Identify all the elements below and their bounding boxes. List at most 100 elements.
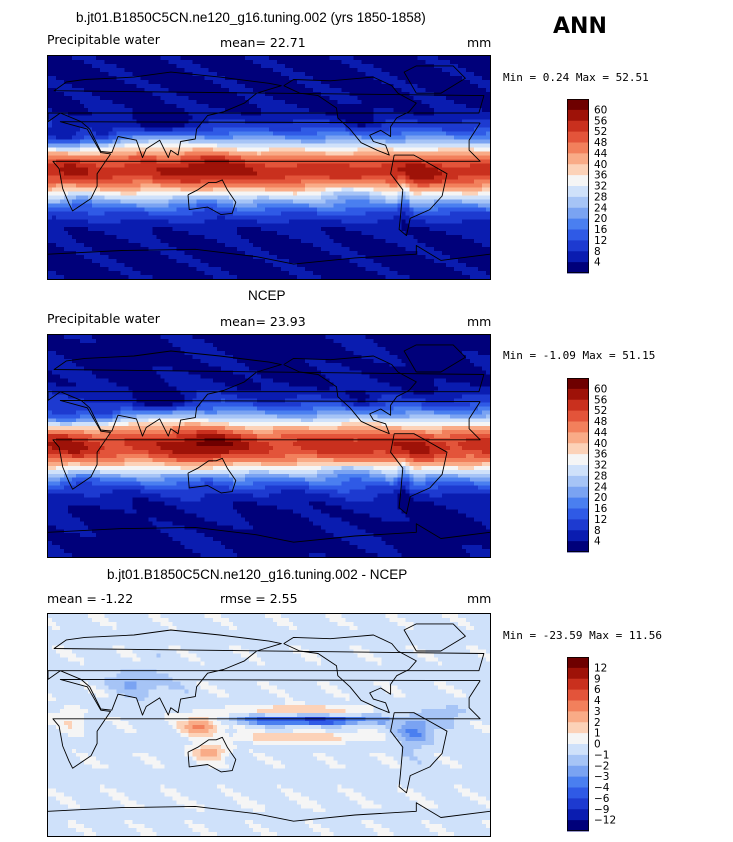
panel-obs-units: mm: [467, 314, 492, 329]
colorbar-swatch: [567, 186, 589, 198]
africa-outline: [52, 399, 481, 490]
africa-outline: [52, 678, 481, 769]
colorbar-swatch: [567, 519, 589, 531]
colorbar-swatch: [567, 657, 589, 669]
colorbar-tick-label: 1: [594, 728, 601, 740]
colorbar-tick-label: 12: [594, 235, 607, 247]
panel-model-map: [47, 55, 491, 280]
colorbar-swatch: [567, 164, 589, 176]
colorbar-swatch: [567, 530, 589, 542]
panel-diff-rmse: rmse = 2.55: [220, 591, 298, 606]
diff-contour-map: [48, 614, 490, 836]
north-america-outline: [283, 76, 417, 156]
europe-asia-outline: [48, 71, 485, 159]
colorbar-swatch: [567, 421, 589, 433]
greenland-outline: [403, 65, 466, 94]
colorbar-swatch: [567, 229, 589, 241]
colorbar-tick-label: 36: [594, 449, 608, 461]
colorbar-swatch: [567, 218, 589, 230]
panel-diff-map: [47, 613, 491, 837]
australia-outline: [187, 179, 237, 216]
panel-model-variable: Precipitable water: [47, 32, 160, 47]
panel-obs-minmax: Min = -1.09 Max = 51.15: [503, 349, 656, 362]
colorbar-swatch: [567, 754, 589, 767]
colorbar-tick-label: −4: [594, 782, 610, 794]
colorbar-swatch: [567, 689, 589, 701]
colorbar-tick-label: 8: [594, 246, 601, 258]
panel-model-title: b.jt01.B1850C5CN.ne120_g16.tuning.002 (y…: [76, 10, 426, 25]
colorbar-swatch: [567, 196, 589, 209]
colorbar-tick-label: 40: [594, 159, 607, 171]
colorbar-swatch: [567, 131, 589, 143]
antarctica-outline: [48, 802, 490, 822]
colorbar-tick-label: −6: [594, 793, 610, 805]
colorbar-tick-label: 9: [594, 673, 601, 685]
south-america-outline: [390, 154, 448, 237]
colorbar-swatch: [567, 120, 589, 133]
colorbar-tick-label: −3: [594, 771, 609, 783]
model-contour-map: [48, 56, 490, 279]
colorbar-swatch: [567, 153, 589, 165]
colorbar-tick-label: 48: [594, 416, 607, 428]
colorbar-tick-label: 44: [594, 148, 608, 160]
panel-obs-title: NCEP: [248, 288, 286, 303]
obs-contour-map: [48, 335, 490, 557]
colorbar-swatch: [567, 700, 589, 712]
colorbar-tick-label: 40: [594, 438, 607, 450]
panel-model-mean: mean= 22.71: [220, 35, 306, 50]
colorbar-swatch: [567, 207, 589, 220]
europe-asia-outline: [48, 629, 485, 716]
colorbar-swatch: [567, 798, 589, 810]
colorbar-swatch: [567, 251, 589, 263]
colorbar-swatch: [567, 486, 589, 499]
colorbar-tick-label: 32: [594, 460, 607, 472]
colorbar-swatch: [567, 475, 589, 488]
panel-diff-mean: mean = -1.22: [47, 591, 134, 606]
panel-diff-minmax: Min = -23.59 Max = 11.56: [503, 629, 662, 642]
colorbar-tick-label: 16: [594, 503, 608, 515]
australia-outline: [187, 457, 237, 494]
colorbar-swatch: [567, 776, 589, 788]
colorbar-frame: [567, 657, 589, 831]
colorbar-swatch: [567, 541, 589, 553]
colorbar-tick-label: 60: [594, 104, 607, 116]
colorbar-tick-label: 56: [594, 394, 608, 406]
panel-obs-colorbar: 60 56 52 48 44 40 36 32 28 24 20 16 12 8 4: [567, 378, 608, 553]
colorbar-tick-label: 24: [594, 481, 608, 493]
australia-outline: [187, 736, 237, 773]
colorbar-swatch: [567, 809, 589, 821]
greenland-outline: [403, 344, 466, 373]
colorbar-tick-label: 12: [594, 514, 607, 526]
europe-asia-outline: [48, 350, 485, 437]
colorbar-swatch: [567, 765, 589, 778]
colorbar-tick-label: −2: [594, 760, 609, 772]
north-america-outline: [283, 355, 417, 435]
colorbar-tick-label: 2: [594, 717, 601, 729]
colorbar-swatch: [567, 410, 589, 422]
panel-diff-colorbar: 12 9 6 4 3 2 1 0 −1 −2 −3 −4 −6 −9 −12: [567, 657, 616, 832]
north-america-outline: [283, 634, 417, 714]
colorbar-swatch: [567, 240, 589, 252]
colorbar-tick-label: 20: [594, 492, 607, 504]
colorbar-swatch: [567, 175, 589, 187]
colorbar-tick-label: 12: [594, 662, 607, 674]
colorbar-swatch: [567, 508, 589, 520]
colorbar-tick-label: 56: [594, 115, 608, 127]
colorbar-swatch: [567, 99, 589, 111]
colorbar-swatch: [567, 388, 589, 401]
colorbar-frame: [567, 378, 589, 552]
colorbar-tick-label: 48: [594, 137, 607, 149]
colorbar-swatch: [567, 497, 589, 509]
antarctica-outline: [48, 245, 490, 265]
colorbar-tick-label: −9: [594, 804, 609, 816]
colorbar-swatch: [567, 667, 589, 680]
colorbar-tick-label: −12: [594, 815, 616, 827]
panel-diff-units: mm: [467, 591, 492, 606]
colorbar-frame: [567, 99, 589, 273]
panel-model-minmax: Min = 0.24 Max = 52.51: [503, 71, 649, 84]
colorbar-tick-label: 60: [594, 383, 607, 395]
colorbar-tick-label: 8: [594, 525, 601, 537]
